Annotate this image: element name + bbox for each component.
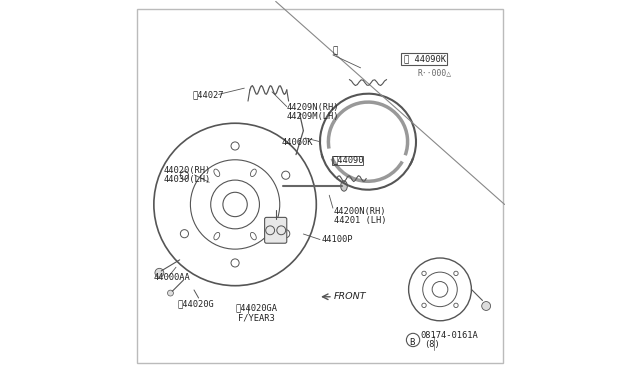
Text: ※ 44090K: ※ 44090K — [404, 55, 446, 64]
Text: 44000AA: 44000AA — [153, 273, 190, 282]
Text: B: B — [409, 338, 415, 347]
Text: ※44090: ※44090 — [333, 155, 364, 164]
Text: ※: ※ — [333, 46, 338, 55]
Bar — [332, 156, 363, 165]
Text: ※44020G: ※44020G — [178, 299, 214, 308]
Bar — [401, 54, 447, 65]
Text: 44060K: 44060K — [281, 138, 313, 147]
Text: 44100P: 44100P — [322, 235, 353, 244]
Text: 44030(LH): 44030(LH) — [164, 175, 211, 184]
Text: 08174-0161A: 08174-0161A — [420, 331, 479, 340]
FancyBboxPatch shape — [264, 217, 287, 243]
Text: 44020(RH): 44020(RH) — [164, 166, 211, 175]
Text: FRONT: FRONT — [334, 292, 367, 301]
Text: 44201 (LH): 44201 (LH) — [334, 216, 387, 225]
Text: (8): (8) — [424, 340, 440, 349]
Text: 44209N(RH): 44209N(RH) — [287, 103, 339, 112]
Circle shape — [168, 290, 173, 296]
Text: F/YEAR3: F/YEAR3 — [238, 314, 275, 323]
Text: 44209M(LH): 44209M(LH) — [287, 112, 339, 121]
Text: 44200N(RH): 44200N(RH) — [334, 207, 387, 216]
Text: R··000△: R··000△ — [418, 68, 452, 77]
Circle shape — [482, 302, 491, 310]
Ellipse shape — [340, 181, 348, 191]
Text: ※44027: ※44027 — [193, 90, 224, 99]
Text: ※44020GA: ※44020GA — [235, 304, 277, 313]
Circle shape — [155, 268, 164, 277]
